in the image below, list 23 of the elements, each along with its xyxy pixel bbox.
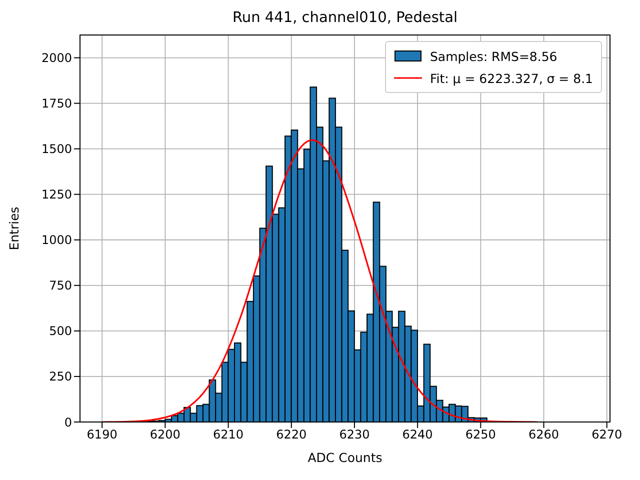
y-tick-label: 1750: [41, 96, 72, 111]
legend-label: Fit: μ = 6223.327, σ = 8.1: [430, 70, 593, 86]
x-tick-label: 6250: [465, 428, 496, 442]
y-axis-title: Entries: [6, 206, 22, 250]
y-tick-label: 500: [49, 324, 72, 338]
y-tick-label: 0: [64, 415, 72, 430]
x-tick-label: 6260: [528, 428, 560, 442]
x-tick-label: 6220: [276, 428, 307, 442]
y-tick-label: 750: [49, 278, 72, 293]
y-tick-label: 1250: [41, 188, 72, 202]
x-axis-title: ADC Counts: [308, 450, 382, 465]
x-tick-label: 6200: [150, 428, 180, 442]
y-tick-label: 1000: [41, 233, 72, 248]
y-tick-label: 2000: [41, 51, 72, 66]
x-tick-label: 6240: [402, 428, 433, 442]
chart-title: Run 441, channel010, Pedestal: [231, 10, 458, 26]
x-tick-label: 6230: [339, 428, 370, 442]
y-tick-label: 1500: [41, 142, 72, 156]
x-tick-label: 6270: [592, 428, 622, 442]
y-tick-label: 250: [49, 370, 72, 384]
legend-label: Samples: RMS=8.56: [430, 48, 558, 64]
x-tick-label: 6190: [86, 428, 118, 442]
x-tick-label: 6210: [213, 428, 244, 442]
